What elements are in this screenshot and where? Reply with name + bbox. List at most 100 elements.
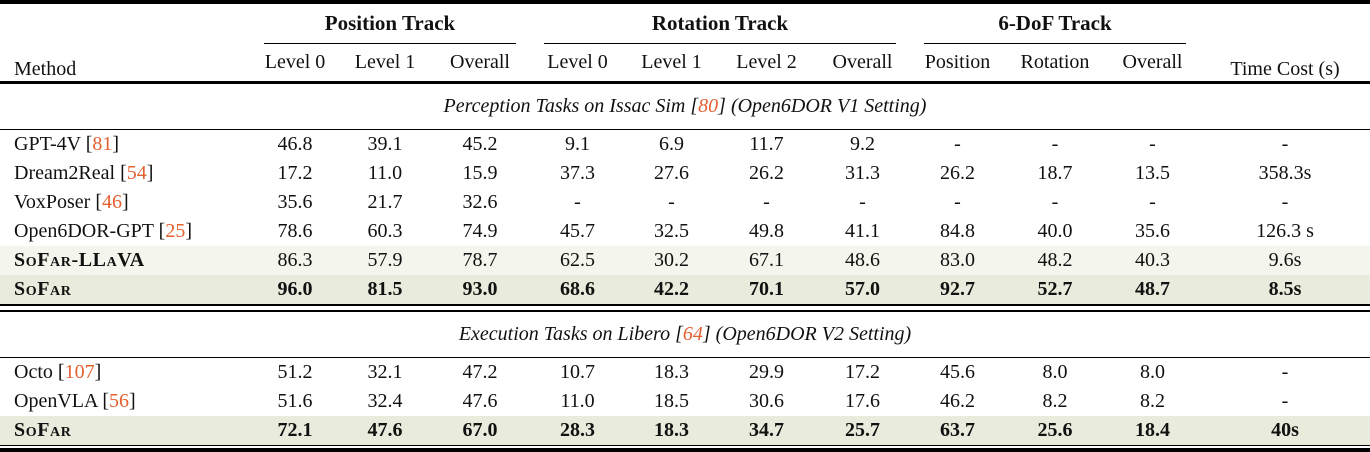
value-cell: - [1281, 361, 1289, 383]
citation-bracket: ] [112, 133, 120, 155]
value-cell: - [1281, 191, 1289, 213]
citation-link[interactable]: 64 [682, 323, 703, 345]
value-cell: 35.6 [1135, 220, 1170, 242]
value-cell: 48.7 [1105, 275, 1200, 304]
citation-link[interactable]: 46 [101, 191, 122, 213]
value-cell: 15.9 [462, 162, 498, 184]
value-cell: - [1051, 133, 1059, 155]
value-cell: 6.9 [659, 133, 684, 155]
value-cell: 10.7 [560, 361, 595, 383]
citation-link[interactable]: 54 [126, 162, 147, 184]
sub-header-row: Level 0 Level 1 Overall Level 0 Level 1 … [0, 44, 1370, 81]
value-cell: 45.7 [560, 220, 595, 242]
value-cell: 48.6 [815, 246, 910, 275]
value-cell: 40.0 [1037, 220, 1073, 242]
citation-link[interactable]: 25 [165, 220, 186, 242]
subcol-rot-level0: Level 0 [547, 51, 608, 73]
value-cell: - [859, 191, 866, 213]
subcol-rot-level1: Level 1 [641, 51, 702, 73]
value-cell: 11.0 [367, 162, 403, 184]
citation-link[interactable]: 80 [698, 95, 719, 117]
value-cell: 93.0 [430, 275, 530, 304]
value-cell: 18.5 [654, 390, 689, 412]
value-cell: 96.0 [250, 275, 340, 304]
value-cell: 47.2 [462, 361, 498, 383]
value-cell: 26.2 [940, 162, 975, 184]
value-cell: 92.7 [910, 275, 1005, 304]
value-cell: 70.1 [718, 275, 815, 304]
value-cell: 8.0 [1140, 361, 1165, 383]
value-cell: 47.6 [340, 416, 430, 445]
value-cell: 8.2 [1140, 390, 1165, 412]
value-cell: 57.0 [815, 275, 910, 304]
value-cell: 21.7 [367, 191, 403, 213]
value-cell: - [1051, 191, 1059, 213]
value-cell: 51.6 [277, 390, 313, 412]
citation-bracket: ] [129, 390, 136, 412]
group-rotation-track: Rotation Track [530, 4, 910, 44]
value-cell: 48.2 [1005, 246, 1105, 275]
value-cell: 11.7 [749, 133, 784, 155]
header-bottom-rule [0, 81, 1370, 84]
value-cell: 74.9 [462, 220, 498, 242]
value-cell: 46.8 [277, 133, 313, 155]
table-row: GPT-4V [81] 46.8 39.1 45.2 9.1 6.9 11.7 9.2 - - - - [0, 130, 1370, 159]
value-cell: - [763, 191, 770, 213]
value-cell: 30.2 [625, 246, 718, 275]
value-cell: 18.4 [1105, 416, 1200, 445]
table-row: VoxPoser [46] 35.6 21.7 32.6 - - - - - - - - [0, 188, 1370, 217]
value-cell: - [954, 191, 961, 213]
value-cell: 126.3 s [1256, 220, 1314, 242]
method-cell: SoFar-LLaVA [0, 246, 250, 275]
method-name: SoFar [14, 419, 72, 441]
value-cell: 67.0 [430, 416, 530, 445]
value-cell: - [954, 133, 961, 155]
value-cell: 49.8 [749, 220, 784, 242]
citation-link[interactable]: 56 [109, 390, 129, 412]
value-cell: 25.6 [1005, 416, 1105, 445]
subcol-rot-level2: Level 2 [736, 51, 797, 73]
value-cell: 32.6 [462, 191, 498, 213]
value-cell: 67.1 [718, 246, 815, 275]
value-cell: 27.6 [654, 162, 689, 184]
citation-bracket: [ [80, 133, 93, 155]
value-cell: 32.4 [367, 390, 403, 412]
method-cell: SoFar [0, 416, 250, 445]
section-title-text: Perception Tasks on Issac Sim [ [443, 95, 699, 117]
citation-bracket: [ [97, 390, 109, 412]
value-cell: 26.2 [749, 162, 784, 184]
value-cell: 39.1 [367, 133, 403, 155]
value-cell: 9.6s [1200, 246, 1370, 275]
method-cell: SoFar [0, 275, 250, 304]
table-header-block: Method Position Track Rotation Track 6-D… [0, 0, 1370, 84]
citation-bracket: ] [146, 162, 154, 184]
value-cell: 45.2 [462, 133, 498, 155]
value-cell: 35.6 [277, 191, 313, 213]
value-cell: 81.5 [340, 275, 430, 304]
table-row: Open6DOR-GPT [25] 78.6 60.3 74.9 45.7 32.5 49.… [0, 217, 1370, 246]
value-cell: 11.0 [560, 390, 595, 412]
value-cell: 13.5 [1135, 162, 1170, 184]
subcol-pos-level0: Level 0 [264, 51, 326, 73]
value-cell: 32.1 [367, 361, 403, 383]
group-label-position-track: Position Track [264, 11, 516, 44]
method-name: Octo [14, 361, 53, 383]
value-cell: 18.3 [625, 416, 718, 445]
value-cell: 42.2 [625, 275, 718, 304]
method-name: VoxPoser [14, 191, 91, 213]
citation-bracket: [ [115, 162, 127, 184]
value-cell: 62.5 [530, 246, 625, 275]
group-label-rotation-track: Rotation Track [544, 11, 896, 44]
subcol-pos-level1: Level 1 [354, 51, 416, 73]
citation-link[interactable]: 81 [92, 133, 113, 155]
value-cell: 52.7 [1005, 275, 1105, 304]
value-cell: 40s [1200, 416, 1370, 445]
citation-link[interactable]: 107 [64, 361, 95, 383]
value-cell: 8.2 [1042, 390, 1068, 412]
method-name: Open6DOR-GPT [14, 220, 154, 242]
value-cell: 86.3 [250, 246, 340, 275]
section-title-text: ] (Open6DOR V2 Setting) [702, 323, 912, 345]
value-cell: 17.2 [277, 162, 313, 184]
section-execution: Execution Tasks on Libero [64] (Open6DOR… [0, 312, 1370, 358]
